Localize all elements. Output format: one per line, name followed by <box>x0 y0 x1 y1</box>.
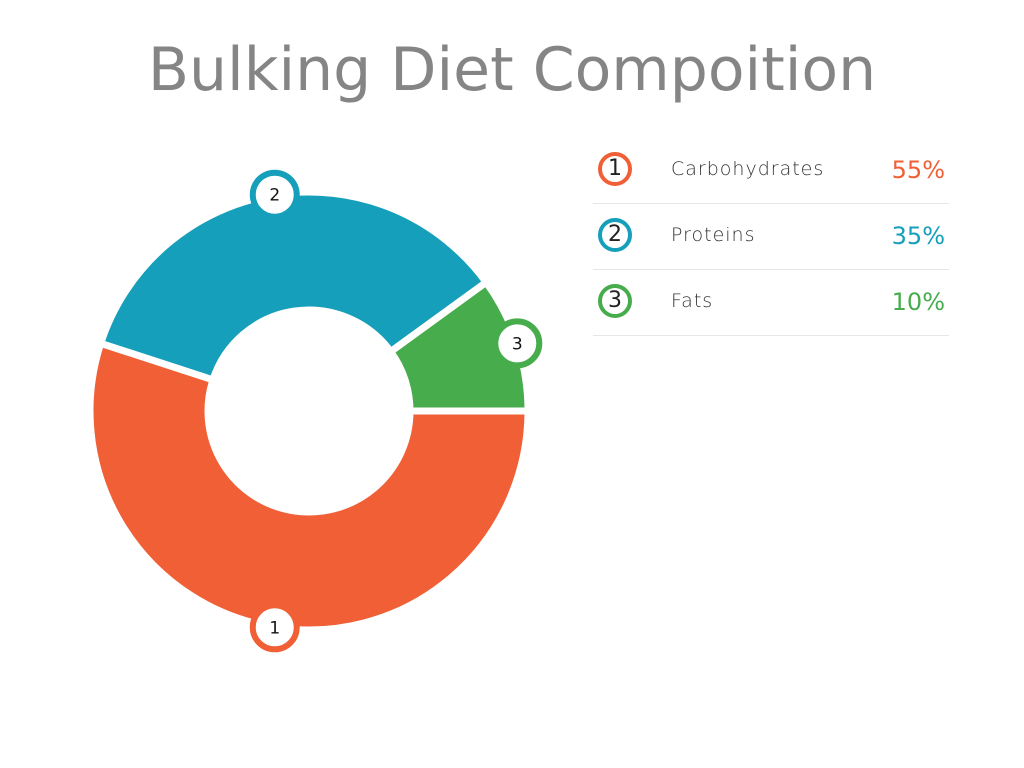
legend-rank-badge: 2 <box>598 218 632 252</box>
slice-badge-ring <box>492 318 543 369</box>
legend-rank-badge: 3 <box>598 284 632 318</box>
chart-title: Bulking Diet Compoition <box>147 35 877 105</box>
slice-badge-label: 2 <box>269 186 280 206</box>
legend-value: 35% <box>891 222 945 250</box>
slice-badge-ring <box>249 602 300 653</box>
slice-badge-3: 3 <box>492 318 543 369</box>
legend-label: Proteins <box>671 224 756 246</box>
legend-value: 10% <box>891 288 945 316</box>
legend-item-carbohydrates: 1 Carbohydrates 55% <box>593 138 949 204</box>
donut-slice-proteins <box>96 188 492 385</box>
slice-badge-2: 2 <box>249 169 300 220</box>
legend-value: 55% <box>891 156 945 184</box>
slice-badge-ring <box>249 169 300 220</box>
donut-slice-fats <box>385 277 532 415</box>
legend-label: Carbohydrates <box>671 158 825 180</box>
legend-rank-badge: 1 <box>598 152 632 186</box>
legend-label: Fats <box>671 290 714 312</box>
legend-item-proteins: 2 Proteins 35% <box>593 204 949 270</box>
slice-badge-label: 3 <box>512 334 523 354</box>
slice-badge-1: 1 <box>249 602 300 653</box>
donut-slice-carbohydrates <box>86 338 532 634</box>
legend: 1 Carbohydrates 55% 2 Proteins 35% 3 Fat… <box>593 138 949 336</box>
legend-item-fats: 3 Fats 10% <box>593 270 949 336</box>
donut-chart: 1 2 3 <box>86 169 543 653</box>
slice-badge-label: 1 <box>269 618 280 638</box>
